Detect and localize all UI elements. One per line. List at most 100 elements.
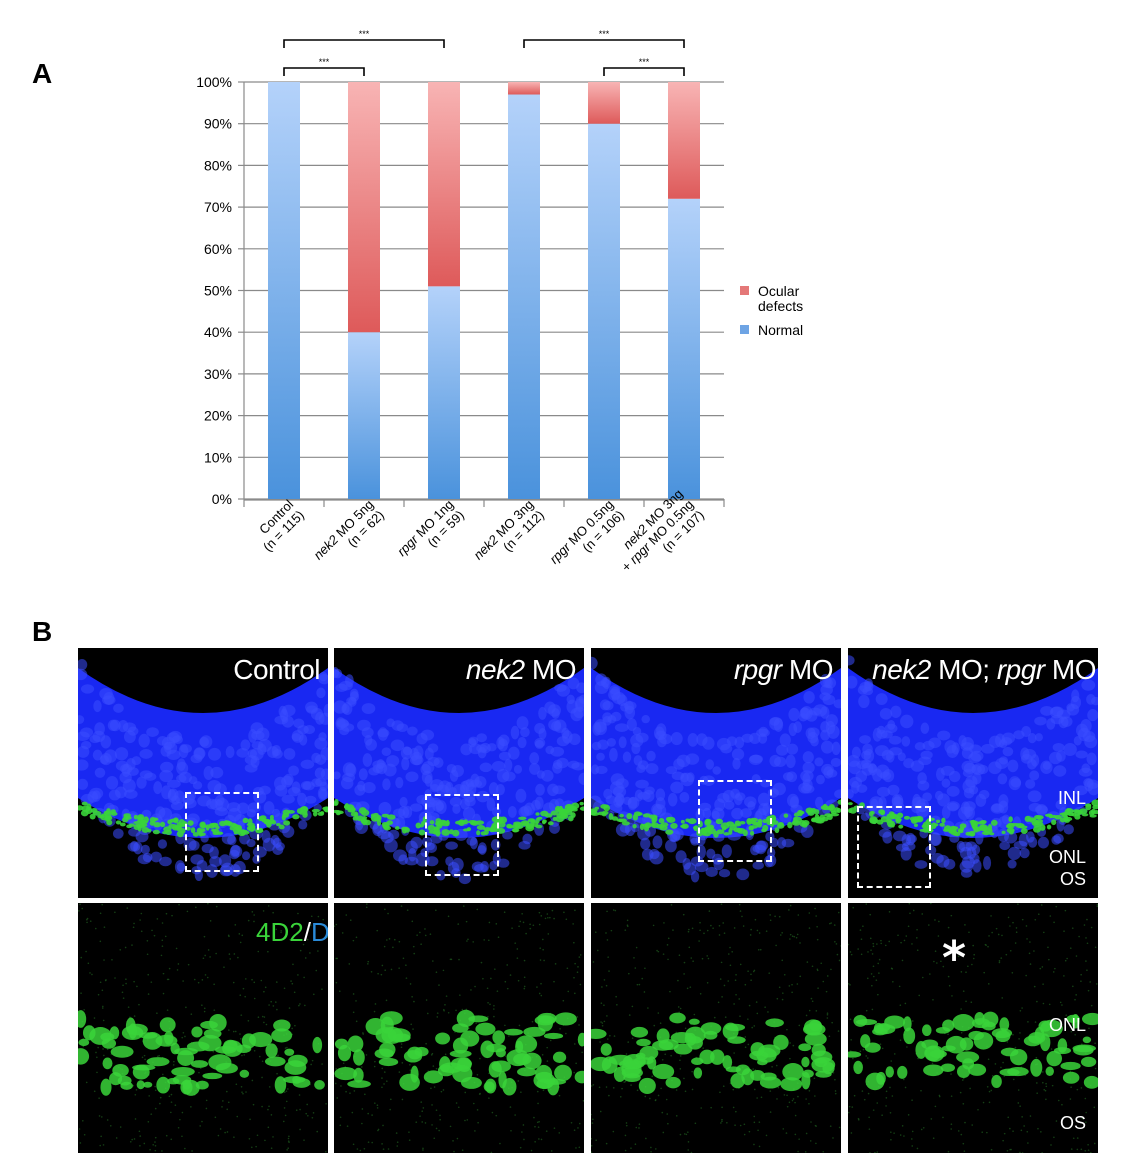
- texture-blob: [851, 1106, 854, 1108]
- texture-blob: [990, 1148, 993, 1151]
- texture-blob: [725, 1066, 741, 1073]
- texture-blob: [1044, 813, 1053, 817]
- texture-blob: [546, 1046, 548, 1049]
- texture-blob: [167, 819, 173, 825]
- texture-blob: [758, 1145, 761, 1148]
- texture-blob: [154, 1136, 157, 1139]
- texture-blob: [349, 1092, 351, 1095]
- texture-blob: [78, 668, 88, 681]
- texture-blob: [270, 1114, 273, 1116]
- texture-blob: [581, 1051, 583, 1054]
- texture-blob: [172, 735, 183, 744]
- texture-blob: [806, 961, 809, 963]
- texture-blob: [721, 1106, 723, 1109]
- texture-blob: [1005, 953, 1008, 956]
- texture-blob: [405, 977, 408, 979]
- texture-blob: [644, 1095, 647, 1098]
- texture-blob: [176, 830, 184, 838]
- texture-blob: [94, 927, 97, 930]
- texture-blob: [256, 1134, 259, 1137]
- texture-blob: [304, 1004, 306, 1007]
- texture-blob: [606, 1015, 608, 1017]
- texture-blob: [600, 1043, 612, 1056]
- texture-blob: [788, 985, 791, 987]
- texture-blob: [369, 819, 380, 830]
- texture-blob: [987, 1058, 990, 1061]
- texture-blob: [323, 807, 328, 812]
- texture-blob: [1046, 1050, 1063, 1067]
- layer-label-onl-top: ONL: [1048, 847, 1086, 867]
- texture-blob: [541, 1053, 544, 1056]
- texture-blob: [769, 754, 781, 767]
- texture-blob: [136, 1080, 145, 1090]
- texture-blob: [1014, 1046, 1017, 1049]
- texture-blob: [637, 760, 649, 770]
- texture-blob: [257, 950, 260, 953]
- texture-blob: [495, 783, 505, 796]
- texture-blob: [831, 741, 841, 756]
- stain-green-label: 4D2: [256, 917, 304, 947]
- texture-blob: [680, 819, 685, 824]
- texture-blob: [516, 957, 519, 959]
- texture-blob: [360, 819, 368, 824]
- texture-blob: [724, 1016, 727, 1018]
- texture-blob: [377, 972, 379, 975]
- texture-blob: [436, 1012, 439, 1014]
- texture-blob: [134, 1093, 137, 1096]
- texture-blob: [1063, 743, 1077, 757]
- texture-blob: [899, 1039, 902, 1042]
- texture-blob: [553, 980, 555, 983]
- texture-blob: [421, 770, 433, 784]
- texture-blob: [291, 733, 302, 742]
- texture-blob: [957, 955, 960, 958]
- micrograph-rpgr-zoom: [591, 903, 841, 1153]
- texture-blob: [124, 789, 138, 799]
- texture-blob: [981, 831, 991, 836]
- texture-blob: [506, 1049, 530, 1067]
- texture-blob: [102, 1005, 104, 1008]
- texture-blob: [202, 1072, 223, 1080]
- texture-blob: [656, 949, 658, 952]
- texture-blob: [519, 1146, 522, 1149]
- texture-blob: [337, 719, 350, 728]
- texture-blob: [758, 733, 768, 744]
- texture-blob: [114, 911, 116, 914]
- texture-blob: [899, 1004, 902, 1007]
- texture-blob: [416, 934, 418, 936]
- texture-blob: [360, 1066, 363, 1068]
- texture-blob: [458, 958, 460, 961]
- texture-blob: [222, 1100, 224, 1102]
- texture-blob: [381, 821, 390, 827]
- texture-blob: [689, 986, 692, 988]
- texture-blob: [119, 1126, 122, 1128]
- texture-blob: [597, 811, 606, 816]
- texture-blob: [420, 943, 422, 946]
- texture-blob: [1014, 942, 1017, 944]
- texture-blob: [174, 860, 186, 874]
- texture-blob: [954, 831, 961, 837]
- texture-blob: [1051, 1084, 1054, 1087]
- texture-blob: [834, 940, 836, 943]
- texture-blob: [286, 1149, 288, 1151]
- texture-blob: [202, 957, 205, 960]
- texture-blob: [125, 815, 132, 820]
- texture-blob: [283, 820, 291, 826]
- texture-blob: [752, 861, 764, 870]
- texture-blob: [592, 961, 595, 963]
- texture-blob: [530, 821, 535, 828]
- texture-blob: [538, 911, 541, 914]
- texture-blob: [373, 1065, 376, 1068]
- texture-blob: [1050, 1048, 1053, 1050]
- texture-blob: [1017, 903, 1019, 905]
- texture-blob: [115, 820, 122, 825]
- texture-blob: [822, 694, 836, 706]
- texture-blob: [534, 1125, 536, 1128]
- texture-blob: [299, 1108, 301, 1111]
- texture-blob: [227, 1101, 230, 1104]
- texture-blob: [601, 1022, 604, 1024]
- texture-blob: [166, 1009, 169, 1011]
- texture-blob: [371, 1141, 373, 1144]
- texture-blob: [253, 920, 255, 923]
- texture-blob: [826, 1013, 829, 1016]
- texture-blob: [827, 724, 840, 739]
